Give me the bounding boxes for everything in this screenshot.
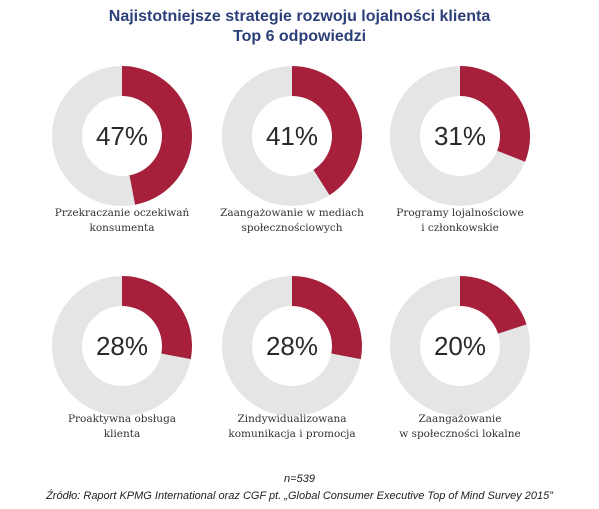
donut-chart: 47% (51, 65, 192, 207)
donut-chart: 31% (390, 65, 530, 207)
donut-caption: Zaangażowanie w społeczności lokalne (365, 412, 555, 442)
donut-caption: Zaangażowanie w mediach społecznościowych (197, 206, 387, 236)
donut-caption-line: komunikacja i promocja (228, 428, 356, 440)
donut-segment (122, 276, 192, 360)
donut-value-label: 20% (434, 331, 486, 361)
donut-caption: Przekraczanie oczekiwań konsumenta (27, 206, 217, 236)
donut-caption-line: społecznościowych (241, 222, 343, 234)
donut-caption-line: Zindywidualizowana (237, 413, 347, 425)
donut-caption: Proaktywna obsługa klienta (27, 412, 217, 442)
chart-title: Najistotniejsze strategie rozwoju lojaln… (108, 8, 491, 25)
donut-caption-line: Zaangażowanie w mediach (220, 207, 364, 219)
donut-chart: 28% (51, 275, 192, 417)
donut-caption: Programy lojalnościowe i członkowskie (365, 206, 555, 236)
donut-caption-line: Zaangażowanie (418, 413, 502, 425)
donut-chart: 28% (222, 275, 362, 417)
donut-segment (292, 66, 362, 196)
donut-chart: 41% (222, 65, 362, 207)
donut-caption-line: Programy lojalnościowe (396, 207, 524, 219)
chart-subtitle: Top 6 odpowiedzi (232, 28, 367, 45)
donut-caption-line: klienta (103, 428, 141, 440)
source-note: Źródło: Raport KPMG International oraz C… (46, 490, 553, 502)
donut-caption-line: Proaktywna obsługa (67, 413, 177, 425)
donut-value-label: 31% (434, 121, 486, 151)
donut-value-label: 28% (96, 331, 148, 361)
sample-size: n=539 (284, 473, 315, 485)
donut-chart: 20% (390, 275, 530, 417)
donut-caption-line: w społeczności lokalne (399, 428, 521, 440)
donut-segment (460, 66, 530, 162)
donut-value-label: 47% (96, 121, 148, 151)
donut-segment (292, 276, 362, 360)
donut-segment (122, 66, 192, 205)
donut-value-label: 28% (266, 331, 318, 361)
donut-caption-line: konsumenta (89, 222, 155, 234)
donut-segment (460, 276, 527, 334)
donut-caption-line: Przekraczanie oczekiwań (54, 207, 190, 219)
donut-value-label: 41% (266, 121, 318, 151)
donut-caption: Zindywidualizowana komunikacja i promocja (197, 412, 387, 442)
donut-caption-line: i członkowskie (421, 222, 499, 234)
